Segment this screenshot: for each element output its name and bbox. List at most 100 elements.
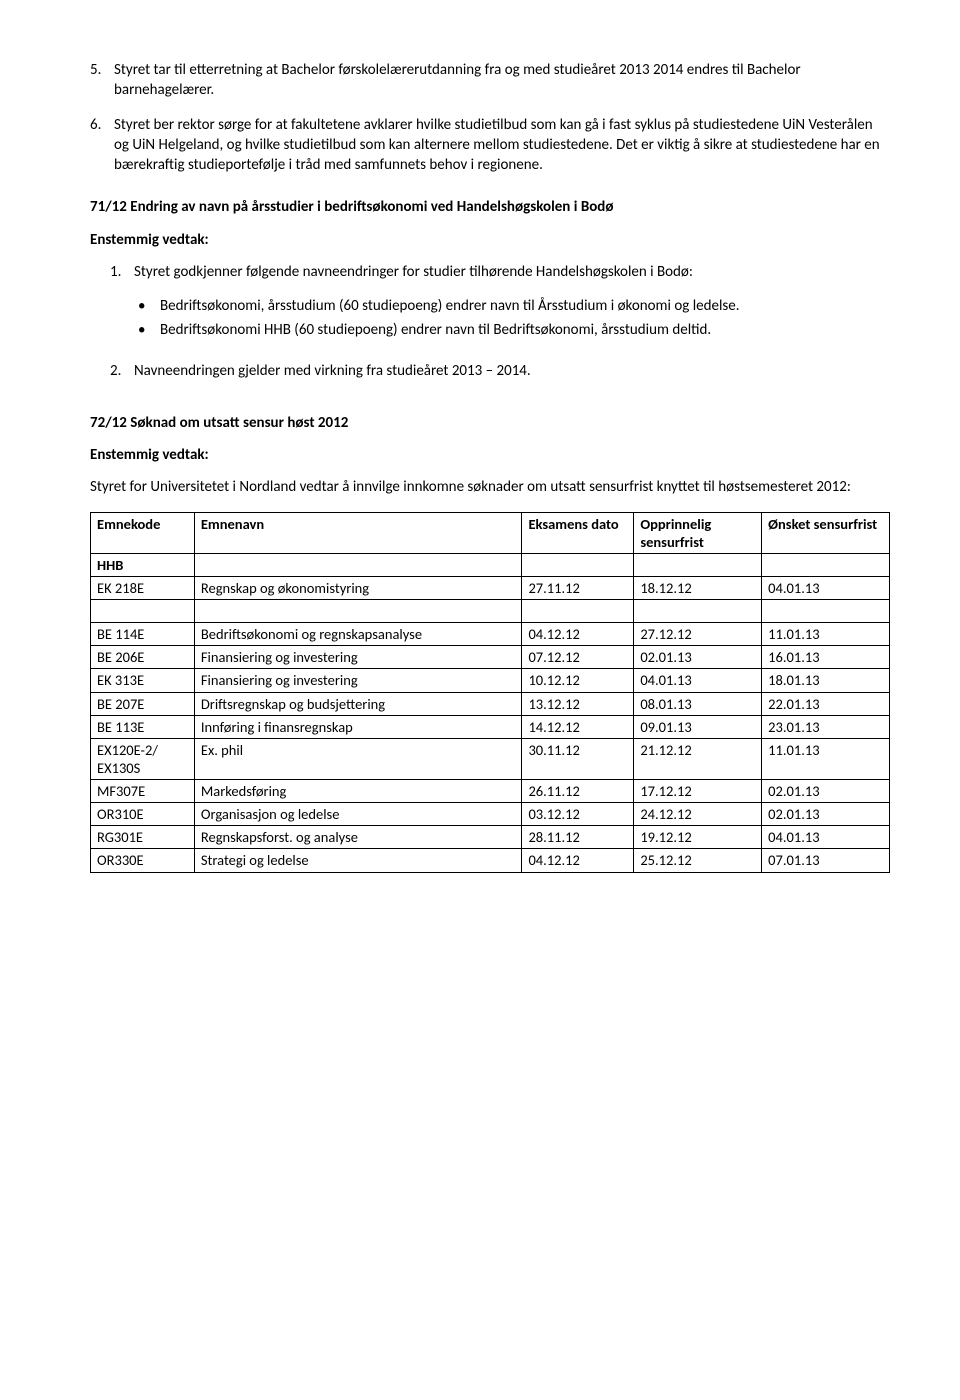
bullet-item: • Bedriftsøkonomi, årsstudium (60 studie…: [134, 296, 890, 316]
table-cell: 18.01.13: [762, 669, 890, 692]
table-cell: Finansiering og investering: [194, 669, 522, 692]
vedtak-label: Enstemmig vedtak:: [90, 230, 890, 250]
table-cell: 04.01.13: [634, 669, 762, 692]
table-row: EK 218ERegnskap og økonomistyring27.11.1…: [91, 576, 890, 599]
table-row: EK 313EFinansiering og investering10.12.…: [91, 669, 890, 692]
table-cell: BE 113E: [91, 715, 195, 738]
table-cell: 23.01.13: [762, 715, 890, 738]
th-emnekode: Emnekode: [91, 512, 195, 553]
table-cell: BE 207E: [91, 692, 195, 715]
table-cell: Regnskapsforst. og analyse: [194, 826, 522, 849]
table-cell: 07.01.13: [762, 849, 890, 872]
list-text: Styret tar til etterretning at Bachelor …: [114, 60, 890, 101]
table-cell: 04.01.13: [762, 826, 890, 849]
list-number: 5.: [90, 60, 114, 101]
table-cell: EK 313E: [91, 669, 195, 692]
table-cell: 09.01.13: [634, 715, 762, 738]
table-cell: 30.11.12: [522, 738, 634, 779]
table-cell: 26.11.12: [522, 780, 634, 803]
table-cell: 04.01.13: [762, 576, 890, 599]
bullet-mark: •: [134, 320, 160, 340]
table-cell: 11.01.13: [762, 738, 890, 779]
table-subheader-row: HHB: [91, 553, 890, 576]
section-72-title: 72/12 Søknad om utsatt sensur høst 2012: [90, 413, 890, 433]
sec71-item-2: 2. Navneendringen gjelder med virkning f…: [110, 361, 890, 381]
table-cell: OR310E: [91, 803, 195, 826]
table-header-row: Emnekode Emnenavn Eksamens dato Opprinne…: [91, 512, 890, 553]
sensur-table: Emnekode Emnenavn Eksamens dato Opprinne…: [90, 512, 890, 873]
section-71-title: 71/12 Endring av navn på årsstudier i be…: [90, 197, 890, 217]
th-emnenavn: Emnenavn: [194, 512, 522, 553]
empty-cell: [522, 600, 634, 623]
table-cell: BE 114E: [91, 623, 195, 646]
list-number: 6.: [90, 115, 114, 176]
th-opprinnelig: Opprinnelig sensurfrist: [634, 512, 762, 553]
table-cell: 27.12.12: [634, 623, 762, 646]
table-cell: Driftsregnskap og budsjettering: [194, 692, 522, 715]
hhb-label: HHB: [91, 553, 195, 576]
table-cell: 25.12.12: [634, 849, 762, 872]
table-cell: Finansiering og investering: [194, 646, 522, 669]
table-cell: 04.12.12: [522, 849, 634, 872]
empty-cell: [194, 600, 522, 623]
table-row: BE 114EBedriftsøkonomi og regnskapsanaly…: [91, 623, 890, 646]
table-cell: 03.12.12: [522, 803, 634, 826]
table-cell: 02.01.13: [762, 780, 890, 803]
table-row: OR310EOrganisasjon og ledelse03.12.1224.…: [91, 803, 890, 826]
list-item-6: 6. Styret ber rektor sørge for at fakult…: [90, 115, 890, 176]
bullet-item: • Bedriftsøkonomi HHB (60 studiepoeng) e…: [134, 320, 890, 340]
list-text: Styret ber rektor sørge for at fakultete…: [114, 115, 890, 176]
table-cell: Strategi og ledelse: [194, 849, 522, 872]
table-cell: 22.01.13: [762, 692, 890, 715]
bullet-mark: •: [134, 296, 160, 316]
th-onsket: Ønsket sensurfrist: [762, 512, 890, 553]
table-cell: EK 218E: [91, 576, 195, 599]
bullet-text: Bedriftsøkonomi, årsstudium (60 studiepo…: [160, 296, 740, 316]
table-cell: 16.01.13: [762, 646, 890, 669]
list-number: 2.: [110, 361, 134, 381]
table-row: MF307EMarkedsføring26.11.1217.12.1202.01…: [91, 780, 890, 803]
table-cell: 18.12.12: [634, 576, 762, 599]
table-cell: 07.12.12: [522, 646, 634, 669]
table-cell: 02.01.13: [762, 803, 890, 826]
vedtak-label: Enstemmig vedtak:: [90, 445, 890, 465]
table-cell: 17.12.12: [634, 780, 762, 803]
empty-cell: [194, 553, 522, 576]
th-eksamensdato: Eksamens dato: [522, 512, 634, 553]
empty-cell: [634, 600, 762, 623]
table-row: OR330EStrategi og ledelse04.12.1225.12.1…: [91, 849, 890, 872]
empty-cell: [762, 553, 890, 576]
table-cell: 13.12.12: [522, 692, 634, 715]
table-cell: Markedsføring: [194, 780, 522, 803]
list-text: Navneendringen gjelder med virkning fra …: [134, 361, 890, 381]
list-item-5: 5. Styret tar til etterretning at Bachel…: [90, 60, 890, 101]
table-spacer-row: [91, 600, 890, 623]
table-cell: RG301E: [91, 826, 195, 849]
empty-cell: [762, 600, 890, 623]
table-row: BE 113EInnføring i finansregnskap14.12.1…: [91, 715, 890, 738]
sec71-item-1: 1. Styret godkjenner følgende navneendri…: [110, 262, 890, 282]
table-cell: 08.01.13: [634, 692, 762, 715]
empty-cell: [634, 553, 762, 576]
table-cell: 10.12.12: [522, 669, 634, 692]
table-cell: OR330E: [91, 849, 195, 872]
table-cell: MF307E: [91, 780, 195, 803]
table-cell: 24.12.12: [634, 803, 762, 826]
table-cell: 11.01.13: [762, 623, 890, 646]
table-cell: 14.12.12: [522, 715, 634, 738]
table-cell: 28.11.12: [522, 826, 634, 849]
table-cell: 04.12.12: [522, 623, 634, 646]
table-row: BE 207EDriftsregnskap og budsjettering13…: [91, 692, 890, 715]
empty-cell: [91, 600, 195, 623]
table-cell: Ex. phil: [194, 738, 522, 779]
table-cell: Innføring i finansregnskap: [194, 715, 522, 738]
table-cell: 19.12.12: [634, 826, 762, 849]
sec72-paragraph: Styret for Universitetet i Nordland vedt…: [90, 477, 890, 497]
table-row: RG301ERegnskapsforst. og analyse28.11.12…: [91, 826, 890, 849]
table-cell: EX120E-2/ EX130S: [91, 738, 195, 779]
list-text: Styret godkjenner følgende navneendringe…: [134, 262, 890, 282]
table-cell: Bedriftsøkonomi og regnskapsanalyse: [194, 623, 522, 646]
table-cell: Organisasjon og ledelse: [194, 803, 522, 826]
table-cell: BE 206E: [91, 646, 195, 669]
table-cell: 27.11.12: [522, 576, 634, 599]
